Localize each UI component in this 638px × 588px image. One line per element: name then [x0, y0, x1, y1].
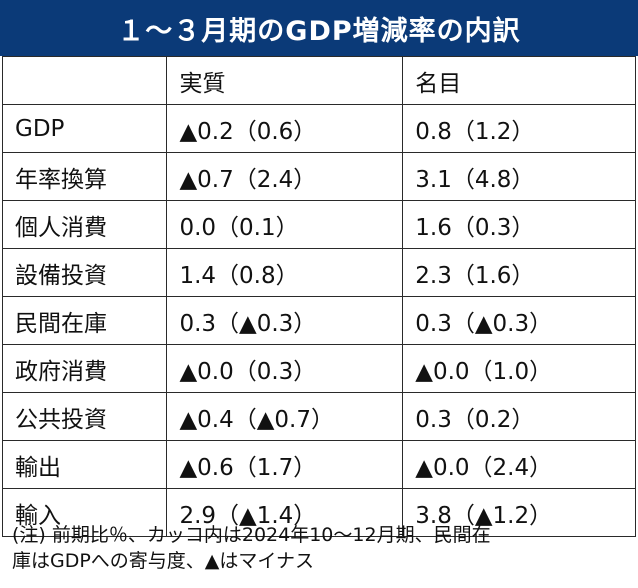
table-row: 民間在庫 0.3（▲0.3） 0.3（▲0.3）: [1, 296, 636, 345]
nominal-value: 0.8（1.2）: [402, 104, 636, 153]
header-real: 実質: [166, 56, 404, 105]
table-row: 輸出 ▲0.6（1.7） ▲0.0（2.4）: [1, 440, 636, 489]
real-value: ▲0.0（0.3）: [166, 344, 404, 393]
real-value: ▲0.6（1.7）: [166, 440, 404, 489]
nominal-value: 0.3（0.2）: [402, 392, 636, 441]
row-label: 輸入: [1, 488, 168, 537]
row-label: 個人消費: [1, 200, 168, 249]
nominal-value: 3.1（4.8）: [402, 152, 636, 201]
real-value: 0.3（▲0.3）: [166, 296, 404, 345]
nominal-value: ▲0.0（2.4）: [402, 440, 636, 489]
row-label: 民間在庫: [1, 296, 168, 345]
header-nominal: 名目: [402, 56, 636, 105]
nominal-value: 0.3（▲0.3）: [402, 296, 636, 345]
table-row: 年率換算 ▲0.7（2.4） 3.1（4.8）: [1, 152, 636, 201]
footnote-line-2: 庫はGDPへの寄与度、▲はマイナス: [12, 550, 315, 572]
row-label: GDP: [1, 104, 168, 153]
real-value: 1.4（0.8）: [166, 248, 404, 297]
table-row: 政府消費 ▲0.0（0.3） ▲0.0（1.0）: [1, 344, 636, 393]
nominal-value: 2.3（1.6）: [402, 248, 636, 297]
nominal-value: 1.6（0.3）: [402, 200, 636, 249]
table-row: 設備投資 1.4（0.8） 2.3（1.6）: [1, 248, 636, 297]
real-value: 0.0（0.1）: [166, 200, 404, 249]
footnote-line-1: (注) 前期比％、カッコ内は2024年10～12月期、民間在: [12, 524, 491, 546]
footnote: (注) 前期比％、カッコ内は2024年10～12月期、民間在 庫はGDPへの寄与…: [12, 522, 628, 574]
real-value: ▲0.7（2.4）: [166, 152, 404, 201]
table-row: 輸入 2.9（▲1.4） 3.8（▲1.2）: [1, 488, 636, 537]
table-row: GDP ▲0.2（0.6） 0.8（1.2）: [1, 104, 636, 153]
header-empty-cell: [1, 56, 168, 105]
real-value: ▲0.2（0.6）: [166, 104, 404, 153]
row-label: 設備投資: [1, 248, 168, 297]
row-label: 公共投資: [1, 392, 168, 441]
real-value: 2.9（▲1.4）: [166, 488, 404, 537]
gdp-breakdown-table: 実質 名目 GDP ▲0.2（0.6） 0.8（1.2） 年率換算 ▲0.7（2…: [1, 56, 636, 537]
real-value: ▲0.4（▲0.7）: [166, 392, 404, 441]
table-title: １～３月期のGDP増減率の内訳: [0, 0, 638, 56]
table-row: 公共投資 ▲0.4（▲0.7） 0.3（0.2）: [1, 392, 636, 441]
nominal-value: 3.8（▲1.2）: [402, 488, 636, 537]
row-label: 輸出: [1, 440, 168, 489]
table-header-row: 実質 名目: [1, 56, 636, 105]
row-label: 政府消費: [1, 344, 168, 393]
nominal-value: ▲0.0（1.0）: [402, 344, 636, 393]
table-row: 個人消費 0.0（0.1） 1.6（0.3）: [1, 200, 636, 249]
row-label: 年率換算: [1, 152, 168, 201]
